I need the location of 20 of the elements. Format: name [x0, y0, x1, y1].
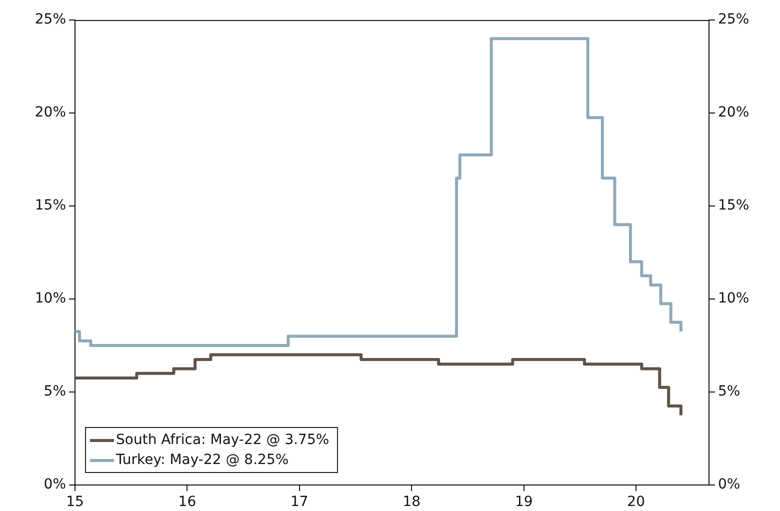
- y-tick-label: 15%: [34, 198, 66, 214]
- y2-tick-label: 5%: [718, 384, 740, 400]
- x-tick-label: 19: [514, 494, 533, 510]
- legend-label: Turkey: May-22 @ 8.25%: [116, 451, 289, 470]
- x-tick-label: 18: [402, 494, 421, 510]
- y2-tick-label: 25%: [718, 12, 750, 28]
- y2-tick-label: 10%: [718, 290, 750, 307]
- x-tick-label: 20: [627, 494, 645, 510]
- y-tick-label: 20%: [34, 104, 66, 121]
- x-tick-label: 15: [66, 494, 84, 510]
- y-tick-label: 25%: [34, 12, 66, 28]
- y2-tick-label: 0%: [718, 476, 740, 493]
- y2-tick-label: 20%: [718, 104, 750, 121]
- y-tick-label: 10%: [34, 290, 66, 307]
- y2-tick-label: 15%: [718, 198, 750, 214]
- x-tick-label: 16: [178, 494, 196, 510]
- x-tick-label: 17: [290, 494, 308, 510]
- legend-label: South Africa: May-22 @ 3.75%: [116, 431, 330, 450]
- y-tick-label: 0%: [44, 476, 66, 493]
- y-tick-label: 5%: [44, 384, 66, 400]
